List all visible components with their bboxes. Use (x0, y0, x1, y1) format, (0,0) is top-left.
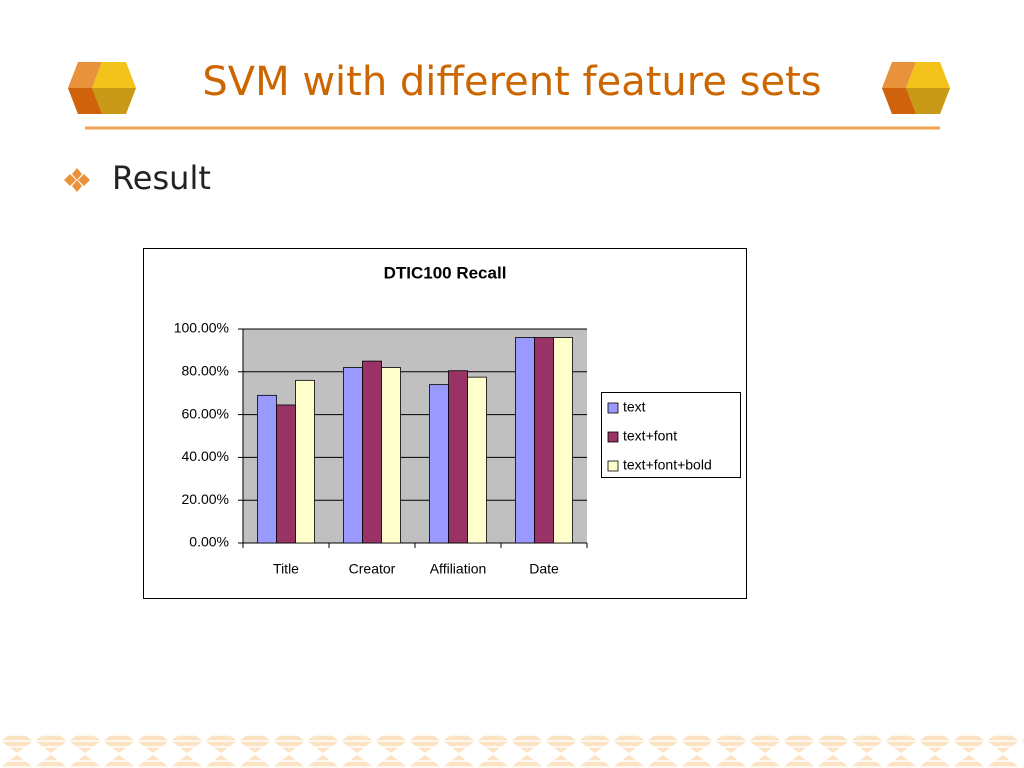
x-tick-label: Title (273, 561, 299, 577)
y-tick-label: 20.00% (182, 491, 229, 507)
legend-label: text+font+bold (623, 457, 712, 473)
bar (553, 337, 573, 544)
bullet-icon (64, 168, 90, 192)
bullet-text: Result (112, 159, 211, 197)
bar (534, 337, 554, 544)
bar (343, 367, 363, 544)
y-tick-label: 80.00% (182, 363, 229, 379)
legend-label: text+font (623, 428, 677, 444)
y-tick-label: 40.00% (182, 448, 229, 464)
legend-swatch (607, 402, 619, 414)
bar (429, 384, 449, 544)
logo-right (882, 62, 950, 114)
y-tick-label: 0.00% (189, 534, 229, 550)
bar (381, 367, 401, 544)
bar (467, 376, 487, 544)
bar (515, 337, 535, 544)
bar (448, 370, 468, 544)
legend (601, 392, 741, 478)
legend-label: text (623, 399, 646, 415)
y-tick-label: 60.00% (182, 405, 229, 421)
bar (362, 360, 382, 544)
logo-left (68, 62, 136, 114)
legend-swatch (607, 431, 619, 443)
bar (257, 394, 277, 544)
x-tick-label: Creator (349, 561, 396, 577)
x-tick-label: Affiliation (430, 561, 487, 577)
chart-title: DTIC100 Recall (384, 263, 507, 282)
bar (295, 379, 315, 544)
y-tick-label: 100.00% (174, 320, 229, 336)
slide-title: SVM with different feature sets (202, 59, 821, 105)
footer-pattern (0, 734, 1024, 768)
legend-swatch (607, 460, 619, 472)
x-tick-label: Date (529, 561, 559, 577)
bar (276, 404, 296, 544)
